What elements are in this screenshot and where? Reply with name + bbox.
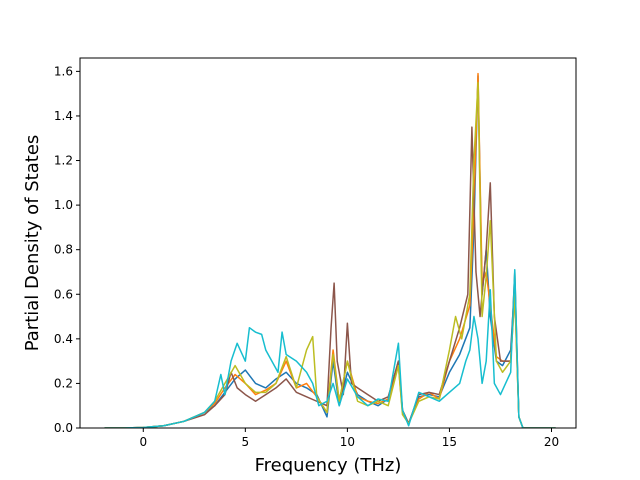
- y-axis: 0.0 0.2 0.4 0.6 0.8 1.0 1.2 1.4 1.6: [54, 64, 80, 435]
- x-tick-label: 10: [340, 435, 355, 449]
- x-tick-label: 15: [442, 435, 457, 449]
- y-tick-label: 0.0: [54, 421, 73, 435]
- y-tick-label: 0.6: [54, 287, 73, 301]
- y-tick-label: 1.4: [54, 109, 73, 123]
- x-axis: 0 5 10 15 20: [139, 428, 559, 449]
- y-tick-label: 0.8: [54, 243, 73, 257]
- y-tick-label: 1.6: [54, 64, 73, 78]
- y-axis-label: Partial Density of States: [22, 135, 43, 352]
- series-layer: [104, 72, 556, 428]
- y-tick-label: 1.2: [54, 154, 73, 168]
- series-line-4: [104, 81, 556, 428]
- x-tick-label: 0: [139, 435, 147, 449]
- x-tick-label: 20: [544, 435, 559, 449]
- plot-frame: [79, 57, 577, 429]
- y-tick-label: 0.4: [54, 332, 73, 346]
- series-line-3: [104, 126, 556, 428]
- x-tick-label: 5: [242, 435, 250, 449]
- x-axis-label: Frequency (THz): [255, 455, 402, 476]
- y-tick-label: 1.0: [54, 198, 73, 212]
- y-tick-label: 0.2: [54, 376, 73, 390]
- series-line-5: [104, 269, 556, 428]
